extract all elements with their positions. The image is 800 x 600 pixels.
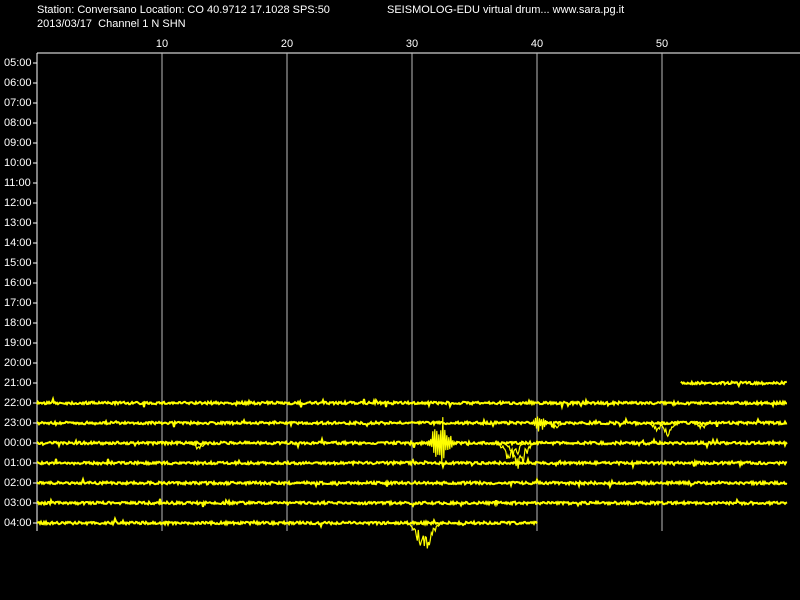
trace <box>36 455 788 471</box>
row-label: 08:00 <box>4 117 32 129</box>
seismic-event <box>546 422 566 430</box>
x-tick-label: 30 <box>406 38 418 50</box>
seismic-event <box>646 422 667 433</box>
trace <box>36 476 788 490</box>
row-label: 22:00 <box>4 397 32 409</box>
row-label: 06:00 <box>4 77 32 89</box>
row-label: 18:00 <box>4 317 32 329</box>
trace <box>680 379 788 389</box>
row-label: 07:00 <box>4 97 32 109</box>
row-label: 02:00 <box>4 477 32 489</box>
row-label: 21:00 <box>4 377 32 389</box>
seismic-event <box>187 442 208 451</box>
seismic-event <box>502 442 536 469</box>
trace <box>36 515 538 530</box>
row-label: 09:00 <box>4 137 32 149</box>
row-label: 04:00 <box>4 517 32 529</box>
seismic-event <box>406 522 443 549</box>
row-label: 01:00 <box>4 457 32 469</box>
x-tick-label: 10 <box>156 38 168 50</box>
software-info: SEISMOLOG-EDU virtual drum... www.sara.p… <box>387 4 624 16</box>
row-label: 03:00 <box>4 497 32 509</box>
row-label: 15:00 <box>4 257 32 269</box>
trace <box>36 435 788 450</box>
seismic-event <box>692 422 712 431</box>
x-tick-label: 20 <box>281 38 293 50</box>
row-label: 05:00 <box>4 57 32 69</box>
seismic-event <box>423 417 459 464</box>
row-label: 16:00 <box>4 277 32 289</box>
row-label: 10:00 <box>4 157 32 169</box>
trace <box>36 395 787 411</box>
trace <box>36 497 788 508</box>
x-tick-label: 40 <box>531 38 543 50</box>
row-label: 11:00 <box>4 177 31 189</box>
seismic-event <box>654 422 679 438</box>
row-label: 17:00 <box>4 297 32 309</box>
row-label: 23:00 <box>4 417 32 429</box>
trace <box>36 416 788 429</box>
row-label: 00:00 <box>4 437 32 449</box>
date-channel: 2013/03/17 Channel 1 N SHN <box>37 18 186 30</box>
row-label: 13:00 <box>4 217 32 229</box>
row-label: 20:00 <box>4 357 32 369</box>
x-tick-label: 50 <box>656 38 668 50</box>
row-label: 19:00 <box>4 337 32 349</box>
station-info: Station: Conversano Location: CO 40.9712… <box>37 4 330 16</box>
row-label: 12:00 <box>4 197 32 209</box>
seismic-event <box>494 442 526 460</box>
row-label: 14:00 <box>4 237 32 249</box>
